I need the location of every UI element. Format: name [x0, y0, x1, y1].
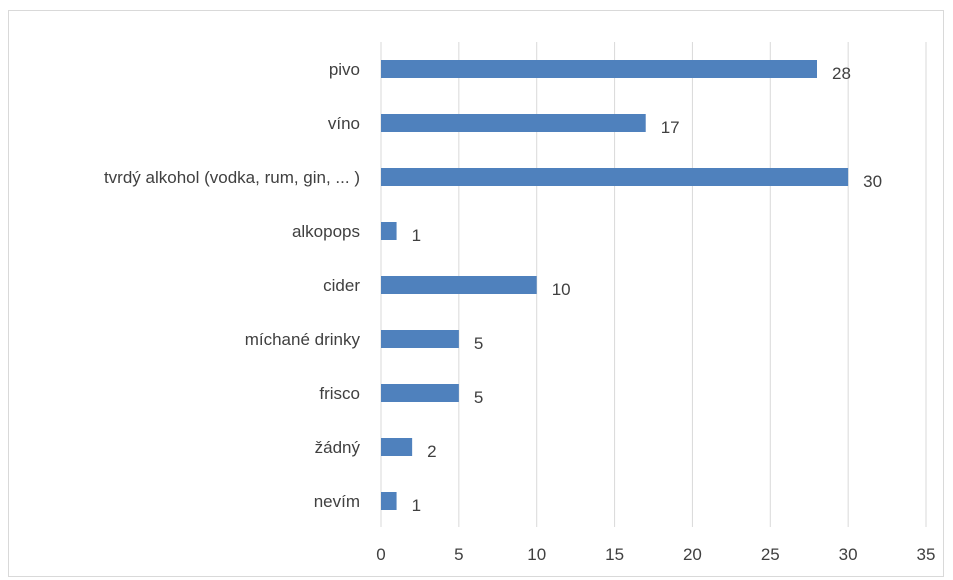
data-label: 28 — [832, 64, 851, 83]
data-label: 5 — [474, 388, 483, 407]
category-labels: pivo víno tvrdý alkohol (vodka, rum, gin, … — [104, 60, 361, 511]
category-label: tvrdý alkohol (vodka, rum, gin, ... ) — [104, 168, 360, 187]
data-label: 1 — [412, 226, 421, 245]
bar — [381, 492, 397, 510]
data-label: 17 — [661, 118, 680, 137]
bars — [381, 60, 849, 510]
data-label: 5 — [474, 334, 483, 353]
x-axis-ticks: 0 5 10 15 20 25 30 35 — [376, 545, 935, 564]
bar — [381, 60, 817, 78]
bar — [381, 438, 413, 456]
category-label: žádný — [315, 438, 361, 457]
x-tick-label: 15 — [605, 545, 624, 564]
data-labels: 28 17 30 1 10 5 5 2 1 — [412, 64, 882, 515]
x-tick-label: 20 — [683, 545, 702, 564]
data-label: 1 — [412, 496, 421, 515]
data-label: 10 — [552, 280, 571, 299]
bar — [381, 222, 397, 240]
category-label: alkopops — [292, 222, 360, 241]
x-tick-label: 10 — [527, 545, 546, 564]
data-label: 30 — [863, 172, 882, 191]
bar — [381, 276, 537, 294]
bar — [381, 330, 459, 348]
category-label: míchané drinky — [245, 330, 361, 349]
bar — [381, 168, 849, 186]
bar — [381, 384, 459, 402]
x-tick-label: 35 — [917, 545, 936, 564]
x-tick-label: 0 — [376, 545, 385, 564]
category-label: nevím — [314, 492, 360, 511]
x-tick-label: 5 — [454, 545, 463, 564]
x-tick-label: 30 — [839, 545, 858, 564]
bar — [381, 114, 646, 132]
category-label: pivo — [329, 60, 360, 79]
category-label: cider — [323, 276, 360, 295]
category-label: frisco — [319, 384, 360, 403]
category-label: víno — [328, 114, 360, 133]
x-tick-label: 25 — [761, 545, 780, 564]
data-label: 2 — [427, 442, 436, 461]
